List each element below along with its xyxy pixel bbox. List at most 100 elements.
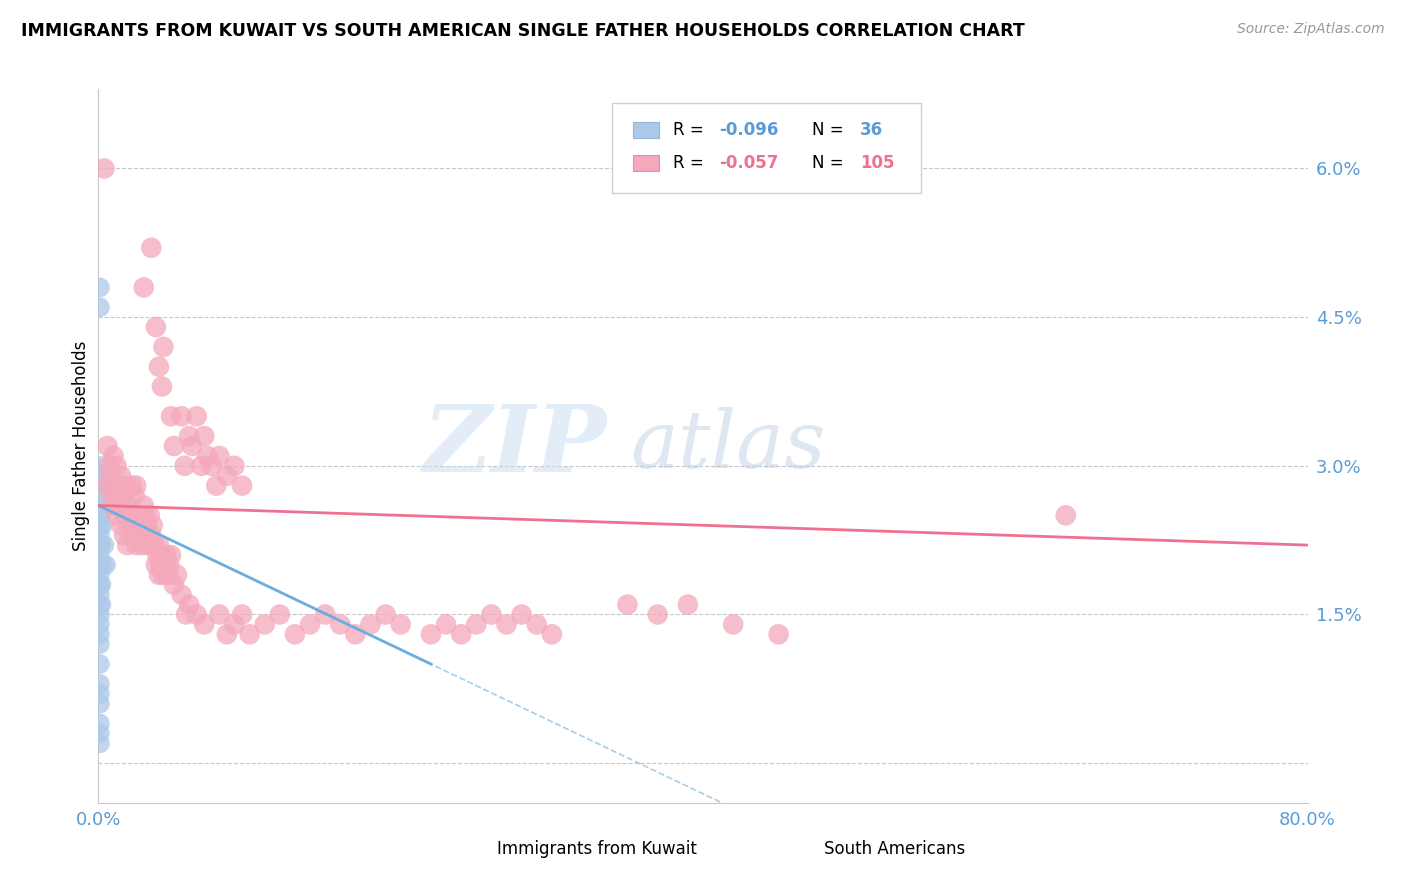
- Text: 36: 36: [860, 121, 883, 139]
- Point: [90, 598, 112, 612]
- Point: [107, 489, 129, 503]
- Point: [215, 627, 238, 641]
- Point: [231, 607, 253, 622]
- Point: [89, 468, 111, 483]
- Y-axis label: Single Father Households: Single Father Households: [72, 341, 90, 551]
- Point: [115, 538, 138, 552]
- Point: [153, 558, 176, 572]
- Point: [104, 478, 127, 492]
- FancyBboxPatch shape: [461, 841, 488, 857]
- Text: IMMIGRANTS FROM KUWAIT VS SOUTH AMERICAN SINGLE FATHER HOUSEHOLDS CORRELATION CH: IMMIGRANTS FROM KUWAIT VS SOUTH AMERICAN…: [21, 22, 1025, 40]
- Point: [134, 508, 156, 523]
- Point: [93, 538, 115, 552]
- Point: [148, 567, 170, 582]
- Point: [128, 528, 150, 542]
- Point: [89, 558, 111, 572]
- Text: R =: R =: [672, 153, 709, 171]
- Point: [163, 439, 186, 453]
- Point: [299, 617, 322, 632]
- Point: [193, 617, 215, 632]
- Point: [723, 617, 745, 632]
- Point: [89, 280, 111, 294]
- Point: [89, 548, 111, 562]
- Point: [89, 300, 111, 314]
- Point: [114, 508, 136, 523]
- Point: [284, 627, 307, 641]
- Point: [143, 538, 166, 552]
- Point: [160, 409, 183, 424]
- Point: [195, 449, 218, 463]
- Point: [101, 489, 124, 503]
- Point: [125, 478, 148, 492]
- Point: [89, 627, 111, 641]
- FancyBboxPatch shape: [787, 841, 814, 857]
- Text: -0.057: -0.057: [718, 153, 778, 171]
- Point: [105, 508, 128, 523]
- Point: [616, 598, 638, 612]
- Point: [166, 567, 188, 582]
- Point: [94, 478, 117, 492]
- Point: [179, 429, 201, 443]
- Point: [142, 518, 165, 533]
- Point: [160, 548, 183, 562]
- Point: [215, 468, 238, 483]
- FancyBboxPatch shape: [633, 122, 659, 137]
- Point: [90, 508, 112, 523]
- Point: [224, 617, 246, 632]
- Point: [136, 538, 159, 552]
- Point: [135, 518, 157, 533]
- Point: [89, 716, 111, 731]
- Text: -0.096: -0.096: [718, 121, 778, 139]
- Point: [89, 508, 111, 523]
- Point: [647, 607, 669, 622]
- Point: [450, 627, 472, 641]
- Point: [103, 449, 125, 463]
- Point: [89, 607, 111, 622]
- Point: [205, 478, 228, 492]
- Text: ZIP: ZIP: [422, 401, 606, 491]
- Text: Immigrants from Kuwait: Immigrants from Kuwait: [498, 840, 697, 858]
- Point: [89, 538, 111, 552]
- Point: [190, 458, 212, 473]
- Point: [186, 607, 208, 622]
- Point: [181, 439, 204, 453]
- Point: [112, 528, 135, 542]
- Point: [510, 607, 533, 622]
- Point: [344, 627, 367, 641]
- Point: [208, 449, 231, 463]
- Point: [96, 439, 118, 453]
- Point: [105, 458, 128, 473]
- Point: [89, 578, 111, 592]
- Point: [314, 607, 336, 622]
- Point: [434, 617, 457, 632]
- Point: [141, 528, 163, 542]
- Point: [150, 379, 173, 393]
- Point: [156, 567, 179, 582]
- Point: [118, 499, 141, 513]
- Text: Source: ZipAtlas.com: Source: ZipAtlas.com: [1237, 22, 1385, 37]
- Point: [768, 627, 790, 641]
- Point: [91, 558, 114, 572]
- Point: [145, 558, 167, 572]
- Point: [174, 607, 197, 622]
- Text: N =: N =: [811, 153, 849, 171]
- FancyBboxPatch shape: [613, 103, 921, 193]
- Point: [141, 241, 163, 255]
- Point: [201, 458, 224, 473]
- Point: [224, 458, 246, 473]
- Point: [132, 280, 155, 294]
- Text: N =: N =: [811, 121, 849, 139]
- Point: [132, 499, 155, 513]
- Point: [89, 598, 111, 612]
- Point: [146, 548, 169, 562]
- Point: [231, 478, 253, 492]
- Point: [89, 528, 111, 542]
- Point: [676, 598, 699, 612]
- Point: [129, 518, 152, 533]
- Point: [389, 617, 412, 632]
- Point: [170, 588, 193, 602]
- Point: [155, 548, 177, 562]
- Point: [89, 736, 111, 750]
- Point: [89, 478, 111, 492]
- Point: [374, 607, 396, 622]
